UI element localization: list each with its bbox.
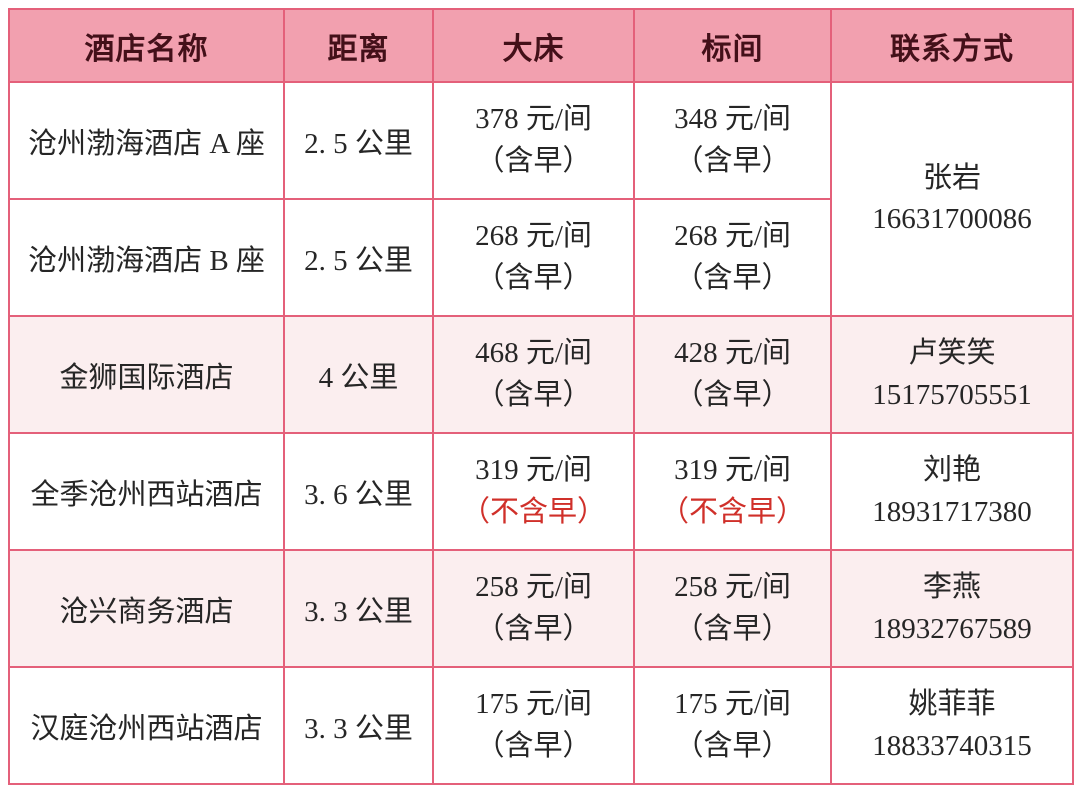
distance-cell: 3. 3 公里 (283, 666, 434, 785)
distance-cell: 4 公里 (283, 315, 434, 434)
price-text: 428 元/间 (674, 337, 791, 370)
header-standard-room: 标间 (633, 8, 832, 83)
price-text: 319 元/间 (475, 454, 592, 487)
hotel-name-cell: 沧州渤海酒店 A 座 (8, 81, 285, 200)
hotel-table: 酒店名称 距离 大床 标间 联系方式 沧州渤海酒店 A 座 2. 5 公里 37… (8, 8, 1074, 785)
contact-cell: 张岩 16631700086 (830, 81, 1074, 317)
breakfast-note: （含早） (475, 612, 592, 645)
contact-phone: 18931717380 (872, 495, 1032, 528)
table-row: 沧兴商务酒店 3. 3 公里 258 元/间 （含早） 258 元/间 （含早）… (8, 549, 1074, 668)
contact-phone: 15175705551 (872, 378, 1032, 411)
breakfast-note: （含早） (475, 261, 592, 294)
hotel-name-cell: 全季沧州西站酒店 (8, 432, 285, 551)
header-contact: 联系方式 (830, 8, 1074, 83)
table-row: 汉庭沧州西站酒店 3. 3 公里 175 元/间 （含早） 175 元/间 （含… (8, 666, 1074, 785)
breakfast-note: （含早） (475, 378, 592, 411)
price-text: 258 元/间 (674, 571, 791, 604)
big-bed-price-cell: 319 元/间 （不含早） (432, 432, 635, 551)
price-text: 468 元/间 (475, 337, 592, 370)
table-header-row: 酒店名称 距离 大床 标间 联系方式 (8, 8, 1074, 83)
contact-name: 李燕 (922, 571, 981, 604)
price-text: 378 元/间 (475, 103, 592, 136)
breakfast-note: （含早） (475, 729, 592, 762)
breakfast-note: （含早） (674, 612, 791, 645)
distance-cell: 2. 5 公里 (283, 81, 434, 200)
big-bed-price-cell: 268 元/间 （含早） (432, 198, 635, 317)
big-bed-price-cell: 175 元/间 （含早） (432, 666, 635, 785)
breakfast-note: （含早） (674, 261, 791, 294)
standard-room-price-cell: 428 元/间 （含早） (633, 315, 832, 434)
contact-cell: 姚菲菲 18833740315 (830, 666, 1074, 785)
price-text: 175 元/间 (475, 688, 592, 721)
contact-name: 刘艳 (922, 454, 981, 487)
hotel-name-cell: 金狮国际酒店 (8, 315, 285, 434)
hotel-name-cell: 沧州渤海酒店 B 座 (8, 198, 285, 317)
table-row: 全季沧州西站酒店 3. 6 公里 319 元/间 （不含早） 319 元/间 （… (8, 432, 1074, 551)
contact-phone: 18833740315 (872, 729, 1032, 762)
contact-phone: 18932767589 (872, 612, 1032, 645)
distance-cell: 3. 3 公里 (283, 549, 434, 668)
table-row: 金狮国际酒店 4 公里 468 元/间 （含早） 428 元/间 （含早） 卢笑… (8, 315, 1074, 434)
price-text: 268 元/间 (475, 220, 592, 253)
price-text: 258 元/间 (475, 571, 592, 604)
price-text: 268 元/间 (674, 220, 791, 253)
breakfast-note: （含早） (674, 144, 791, 177)
contact-phone: 16631700086 (872, 203, 1032, 235)
distance-cell: 3. 6 公里 (283, 432, 434, 551)
big-bed-price-cell: 468 元/间 （含早） (432, 315, 635, 434)
contact-name: 姚菲菲 (908, 688, 996, 721)
breakfast-note: （不含早） (460, 495, 606, 528)
big-bed-price-cell: 258 元/间 （含早） (432, 549, 635, 668)
contact-name: 张岩 (922, 161, 981, 194)
standard-room-price-cell: 348 元/间 （含早） (633, 81, 832, 200)
price-text: 348 元/间 (674, 103, 791, 136)
table-row: 沧州渤海酒店 B 座 2. 5 公里 268 元/间 （含早） 268 元/间 … (8, 198, 1073, 317)
header-distance: 距离 (283, 8, 434, 83)
header-hotel-name: 酒店名称 (8, 8, 285, 83)
hotel-name-cell: 汉庭沧州西站酒店 (8, 666, 285, 785)
standard-room-price-cell: 268 元/间 （含早） (633, 198, 832, 317)
standard-room-price-cell: 258 元/间 （含早） (633, 549, 832, 668)
breakfast-note: （含早） (674, 729, 791, 762)
header-big-bed: 大床 (432, 8, 635, 83)
breakfast-note: （含早） (674, 378, 791, 411)
standard-room-price-cell: 319 元/间 （不含早） (633, 432, 832, 551)
hotel-name-cell: 沧兴商务酒店 (8, 549, 285, 668)
contact-name: 卢笑笑 (908, 337, 996, 370)
price-text: 319 元/间 (674, 454, 791, 487)
contact-cell: 李燕 18932767589 (830, 549, 1074, 668)
contact-cell: 卢笑笑 15175705551 (830, 315, 1074, 434)
standard-room-price-cell: 175 元/间 （含早） (633, 666, 832, 785)
breakfast-note: （不含早） (659, 495, 805, 528)
contact-cell: 刘艳 18931717380 (830, 432, 1074, 551)
price-text: 175 元/间 (674, 688, 791, 721)
big-bed-price-cell: 378 元/间 （含早） (432, 81, 635, 200)
table-row: 沧州渤海酒店 A 座 2. 5 公里 378 元/间 （含早） 348 元/间 … (8, 81, 1074, 317)
breakfast-note: （含早） (475, 144, 592, 177)
distance-cell: 2. 5 公里 (283, 198, 434, 317)
